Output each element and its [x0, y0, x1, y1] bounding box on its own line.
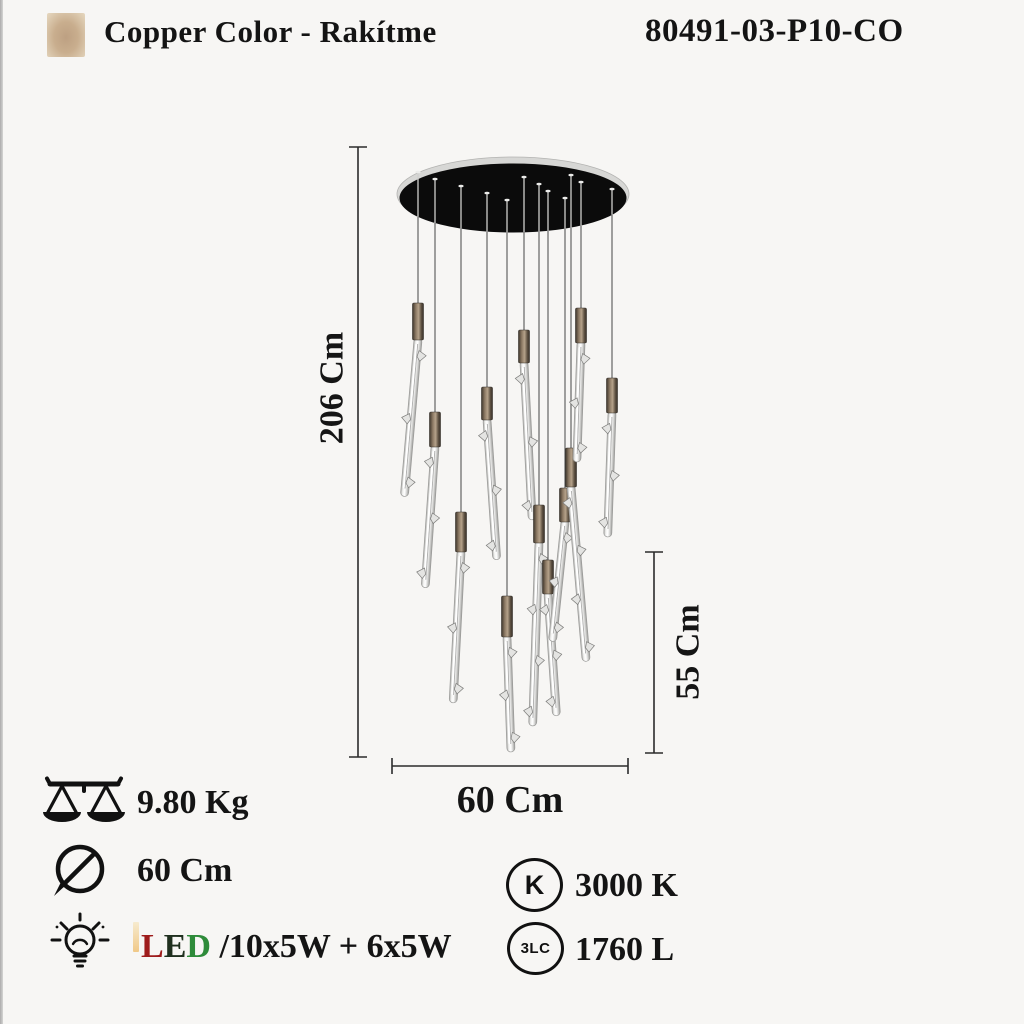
led-letter-l: L: [141, 928, 164, 965]
drop-dimension-label: 55 Cm: [670, 604, 707, 699]
width-dimension: [391, 758, 629, 774]
lamp-value: LED /10x5W + 6x5W: [141, 927, 452, 967]
height-dimension-label: 206 Cm: [314, 332, 351, 444]
kelvin-icon: K: [506, 858, 563, 912]
led-letter-d: D: [186, 928, 211, 965]
width-dimension-label: 60 Cm: [457, 779, 564, 821]
bulb-icon: [50, 912, 110, 968]
diameter-value: 60 Cm: [137, 852, 233, 889]
lamp-wattage: /10x5W + 6x5W: [210, 928, 452, 965]
led-letter-e: E: [163, 928, 187, 965]
drop-dimension: [645, 551, 663, 754]
kelvin-icon-letter: K: [524, 869, 545, 900]
product-code: 80491-03-P10-CO: [645, 13, 904, 49]
scale-icon: [43, 776, 125, 822]
lumen-icon: 3LC: [507, 922, 564, 975]
diameter-icon: [54, 844, 105, 896]
lumen-icon-letters: 3LC: [520, 940, 551, 957]
pendants-layer: [400, 170, 620, 753]
color-name-label: Copper Color - Rakítme: [104, 14, 437, 49]
ceiling-canopy: [396, 156, 630, 233]
copper-color-swatch: [47, 13, 85, 57]
scan-edge-artifact: [0, 0, 3, 1024]
weight-value: 9.80 Kg: [137, 784, 249, 821]
luminous-flux-value: 1760 L: [575, 931, 675, 968]
color-temp-value: 3000 K: [575, 867, 678, 904]
led-print-artifact: [133, 922, 139, 952]
height-dimension: [349, 146, 367, 758]
